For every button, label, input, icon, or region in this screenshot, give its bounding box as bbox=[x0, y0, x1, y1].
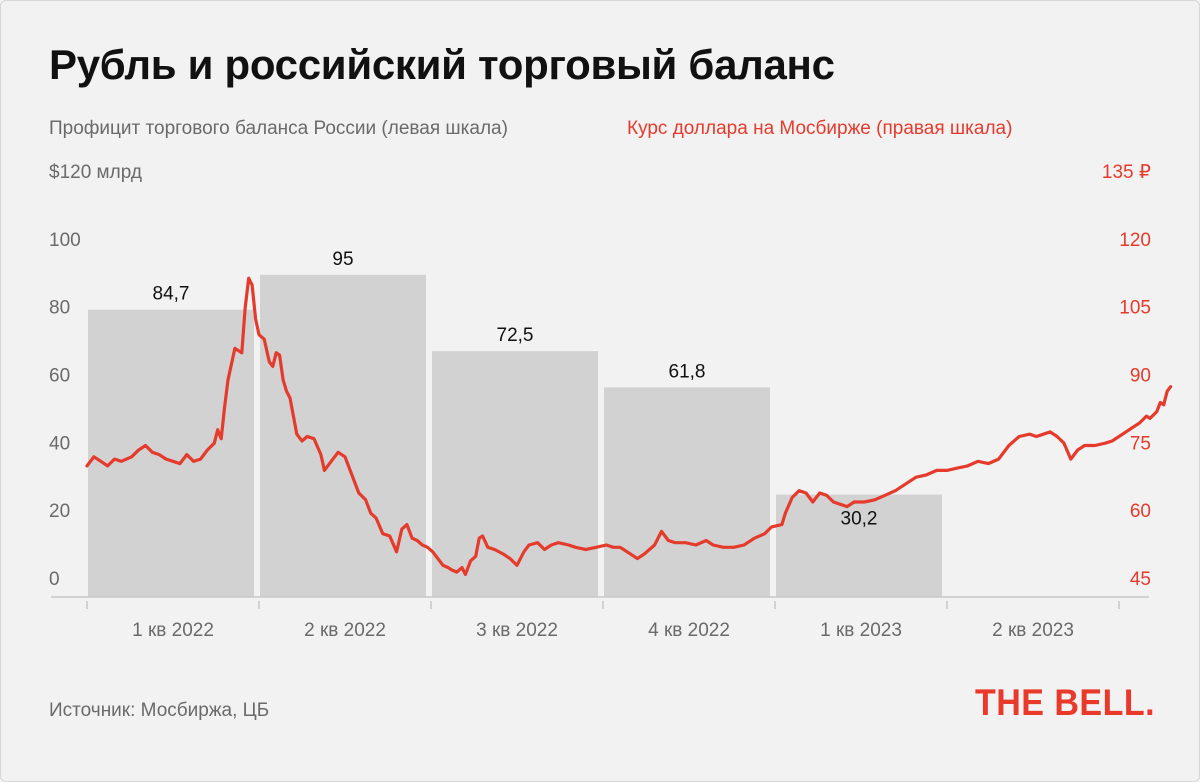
usd-rub-line bbox=[85, 276, 1173, 576]
bar-value-label-2: 95 bbox=[332, 249, 353, 270]
right-tick-label-5: 120 bbox=[1119, 230, 1151, 251]
left-axis: 0 20 40 60 80 100 $120 млрд bbox=[49, 162, 142, 590]
chart-title: Рубль и российский торговый баланс bbox=[49, 41, 835, 88]
bar-group bbox=[88, 274, 942, 597]
legend-right-series: Курс доллара на Мосбирже (правая шкала) bbox=[627, 118, 1013, 139]
right-axis: 45 60 75 90 105 120 135 ₽ bbox=[1102, 162, 1151, 590]
bar-value-label-5: 30,2 bbox=[841, 509, 878, 530]
right-tick-label-3: 90 bbox=[1130, 366, 1151, 387]
bar-value-label-1: 84,7 bbox=[153, 284, 190, 305]
left-tick-label-3: 60 bbox=[49, 366, 70, 387]
left-tick-label-6: $120 млрд bbox=[49, 162, 142, 183]
right-tick-label-4: 105 bbox=[1119, 298, 1151, 319]
bar-value-label-4: 61,8 bbox=[669, 361, 706, 382]
right-tick-label-2: 75 bbox=[1130, 433, 1151, 454]
bar-label-group: 84,7 95 72,5 61,8 30,2 bbox=[153, 249, 878, 530]
bar-1 bbox=[88, 309, 254, 597]
bar-value-label-3: 72,5 bbox=[497, 325, 534, 346]
chart-plot: 84,7 95 72,5 61,8 30,2 0 20 40 60 80 100 $120 млрд… bbox=[49, 162, 1173, 641]
x-axis bbox=[51, 596, 1149, 609]
category-label-1: 1 кв 2022 bbox=[132, 620, 214, 641]
source-note: Источник: Мосбиржа, ЦБ bbox=[49, 700, 270, 721]
left-tick-label-4: 80 bbox=[49, 298, 70, 319]
bar-2 bbox=[260, 274, 426, 597]
legend-left-series: Профицит торгового баланса России (левая… bbox=[49, 118, 508, 139]
category-label-6: 2 кв 2023 bbox=[992, 620, 1074, 641]
left-tick-label-2: 40 bbox=[49, 433, 70, 454]
right-tick-label-0: 45 bbox=[1130, 569, 1151, 590]
right-tick-label-1: 60 bbox=[1130, 501, 1151, 522]
category-label-2: 2 кв 2022 bbox=[304, 620, 386, 641]
bar-3 bbox=[432, 351, 598, 597]
the-bell-logo: THE BELL. bbox=[975, 682, 1156, 723]
bar-5 bbox=[776, 494, 942, 597]
bar-4 bbox=[604, 387, 770, 597]
left-tick-label-5: 100 bbox=[49, 230, 81, 251]
left-tick-label-1: 20 bbox=[49, 501, 70, 522]
category-label-5: 1 кв 2023 bbox=[820, 620, 902, 641]
category-labels: 1 кв 2022 2 кв 2022 3 кв 2022 4 кв 2022 1 кв… bbox=[132, 620, 1074, 641]
category-label-3: 3 кв 2022 bbox=[476, 620, 558, 641]
category-label-4: 4 кв 2022 bbox=[648, 620, 730, 641]
right-tick-label-6: 135 ₽ bbox=[1102, 162, 1151, 183]
line-series bbox=[85, 276, 1173, 576]
left-tick-label-0: 0 bbox=[49, 569, 60, 590]
